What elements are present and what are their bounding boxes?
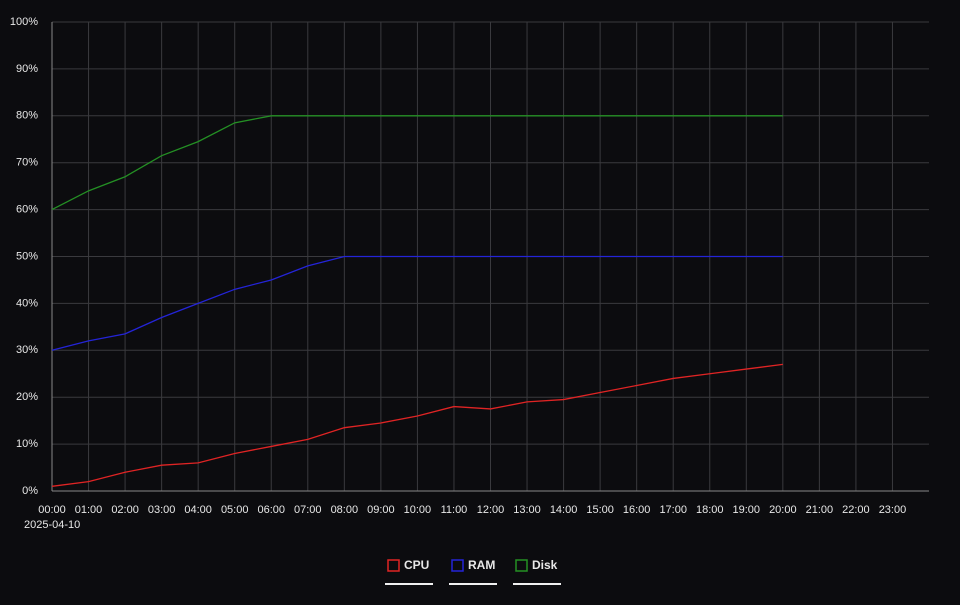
- y-tick-label: 10%: [16, 438, 38, 450]
- x-tick-label: 06:00: [257, 504, 285, 516]
- y-tick-label: 50%: [16, 250, 38, 262]
- x-tick-label: 15:00: [586, 504, 614, 516]
- y-tick-label: 30%: [16, 344, 38, 356]
- x-date-label: 2025-04-10: [24, 519, 80, 531]
- y-tick-label: 20%: [16, 391, 38, 403]
- x-tick-label: 13:00: [513, 504, 541, 516]
- series-line: [51, 363, 783, 487]
- x-tick-label: 12:00: [477, 504, 505, 516]
- x-tick-label: 16:00: [623, 504, 651, 516]
- x-tick-label: 08:00: [331, 504, 359, 516]
- x-tick-label: 22:00: [842, 504, 870, 516]
- x-tick-label: 09:00: [367, 504, 395, 516]
- y-tick-label: 100%: [10, 16, 38, 28]
- legend-label[interactable]: Disk: [532, 558, 558, 572]
- x-tick-label: 00:00: [38, 504, 66, 516]
- x-tick-label: 11:00: [441, 504, 468, 516]
- y-tick-label: 90%: [16, 63, 38, 75]
- legend-label[interactable]: CPU: [404, 558, 429, 572]
- x-tick-label: 03:00: [148, 504, 176, 516]
- x-tick-label: 23:00: [879, 504, 907, 516]
- series-line: [51, 255, 783, 351]
- x-tick-label: 18:00: [696, 504, 724, 516]
- y-tick-label: 80%: [16, 110, 38, 122]
- y-tick-label: 60%: [16, 204, 38, 216]
- x-tick-label: 21:00: [806, 504, 834, 516]
- x-tick-label: 19:00: [733, 504, 761, 516]
- legend-swatch: [515, 559, 528, 572]
- x-tick-label: 01:00: [75, 504, 103, 516]
- x-tick-label: 14:00: [550, 504, 578, 516]
- legend-label[interactable]: RAM: [468, 558, 495, 572]
- series-line: [51, 115, 783, 211]
- x-tick-label: 20:00: [769, 504, 797, 516]
- y-tick-label: 70%: [16, 157, 38, 169]
- x-tick-label: 04:00: [184, 504, 212, 516]
- x-tick-label: 02:00: [111, 504, 139, 516]
- y-tick-label: 0%: [22, 485, 38, 497]
- legend-swatch: [387, 559, 400, 572]
- x-tick-label: 10:00: [404, 504, 432, 516]
- x-tick-label: 05:00: [221, 504, 249, 516]
- x-tick-label: 07:00: [294, 504, 322, 516]
- y-tick-label: 40%: [16, 297, 38, 309]
- legend-swatch: [451, 559, 464, 572]
- x-tick-label: 17:00: [659, 504, 687, 516]
